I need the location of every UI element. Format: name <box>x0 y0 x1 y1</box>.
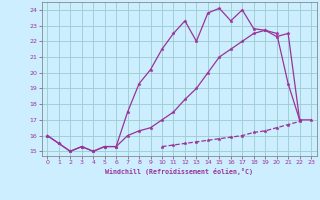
X-axis label: Windchill (Refroidissement éolien,°C): Windchill (Refroidissement éolien,°C) <box>105 168 253 175</box>
